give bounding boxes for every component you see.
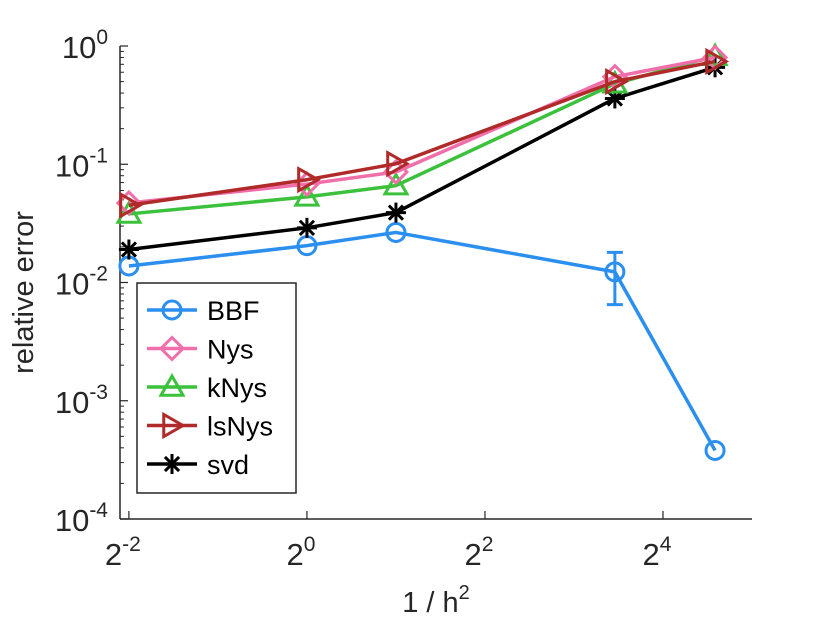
legend-label: lsNys [207, 412, 273, 442]
legend: BBF Nys kNys lsNys svd [136, 282, 297, 494]
series-nys [115, 44, 729, 217]
series-line-lsnys [128, 59, 716, 207]
data-point [385, 221, 407, 243]
legend-entry-nys: Nys [147, 335, 254, 365]
data-point [382, 171, 410, 196]
y-tick-label: 10-4 [55, 499, 108, 538]
x-tick-label: 20 [286, 533, 315, 572]
legend-entry-svd: svd [147, 450, 249, 480]
y-axis-label: relative error [8, 211, 40, 374]
series-line-bbf [128, 230, 717, 452]
y-tick-label: 10-1 [55, 144, 108, 183]
data-point [701, 42, 729, 66]
legend-entry-lsnys: lsNys [147, 412, 273, 442]
series-line-svd [128, 65, 716, 252]
series-lsnys [119, 47, 730, 219]
x-axis-label: 1 / h2 [402, 582, 470, 619]
y-tick-label: 100 [62, 26, 108, 65]
x-tick-label: 2-2 [105, 533, 141, 572]
data-point [604, 261, 626, 283]
legend-entry-knys: kNys [147, 372, 267, 403]
legend-marker [161, 299, 183, 321]
legend-entry-bbf: BBF [147, 296, 260, 326]
data-point [386, 150, 410, 178]
legend-marker [162, 411, 187, 440]
legend-marker [162, 454, 182, 474]
series-bbf [118, 221, 726, 461]
data-point [119, 191, 143, 219]
data-point [297, 166, 321, 194]
error-bar [606, 250, 623, 307]
legend-label: Nys [207, 335, 254, 365]
legend-marker [158, 372, 186, 397]
x-tick-label: 24 [643, 533, 672, 572]
data-point [705, 47, 730, 76]
axes-layer: 100 10-1 10-2 10-3 10-42-2 20 22 24 1 / h2 relati… [8, 26, 752, 619]
data-point [605, 68, 629, 96]
data-point [385, 202, 406, 223]
legend-marker [158, 335, 186, 362]
data-point [115, 199, 143, 224]
series-layer [115, 42, 730, 461]
y-tick-label: 10-2 [55, 263, 108, 302]
data-point [296, 217, 317, 238]
x-tick-label: 22 [464, 533, 493, 572]
data-point [704, 439, 726, 461]
y-tick-label: 10-3 [55, 381, 108, 420]
data-point [293, 182, 321, 207]
series-line-nys [128, 55, 716, 205]
data-point [118, 239, 139, 260]
legend-label: svd [207, 450, 249, 480]
legend-label: BBF [207, 296, 260, 326]
series-svd [118, 57, 726, 260]
legend-label: kNys [207, 373, 267, 403]
